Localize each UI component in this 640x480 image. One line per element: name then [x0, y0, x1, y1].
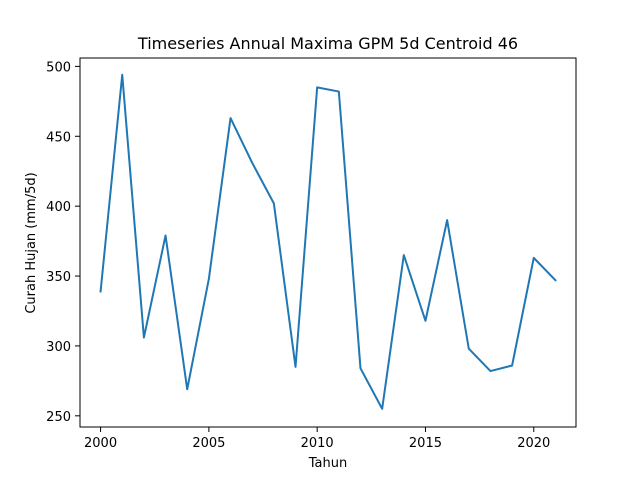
y-axis-ticks: 250 300 350 400 450 500: [46, 60, 80, 425]
y-axis-title: Curah Hujan (mm/5d): [24, 172, 39, 313]
chart-title: Timeseries Annual Maxima GPM 5d Centroid…: [137, 34, 518, 53]
y-tick-label: 250: [46, 410, 71, 425]
y-tick-label: 350: [46, 270, 71, 285]
y-tick-label: 300: [46, 340, 71, 355]
y-tick-label: 450: [46, 130, 71, 145]
x-axis-title: Tahun: [308, 456, 347, 471]
x-tick-label: 2000: [84, 436, 117, 451]
plot-area: [79, 57, 577, 428]
x-tick-label: 2015: [409, 436, 442, 451]
x-tick-label: 2005: [192, 436, 225, 451]
axes-frame: [79, 57, 577, 428]
x-tick-label: 2020: [517, 436, 550, 451]
y-tick-label: 400: [46, 200, 71, 215]
x-axis-ticks: 2000 2005 2010 2015 2020: [84, 427, 550, 451]
x-tick-label: 2010: [301, 436, 334, 451]
y-tick-label: 500: [46, 60, 71, 75]
series-line-0: [99, 73, 557, 410]
